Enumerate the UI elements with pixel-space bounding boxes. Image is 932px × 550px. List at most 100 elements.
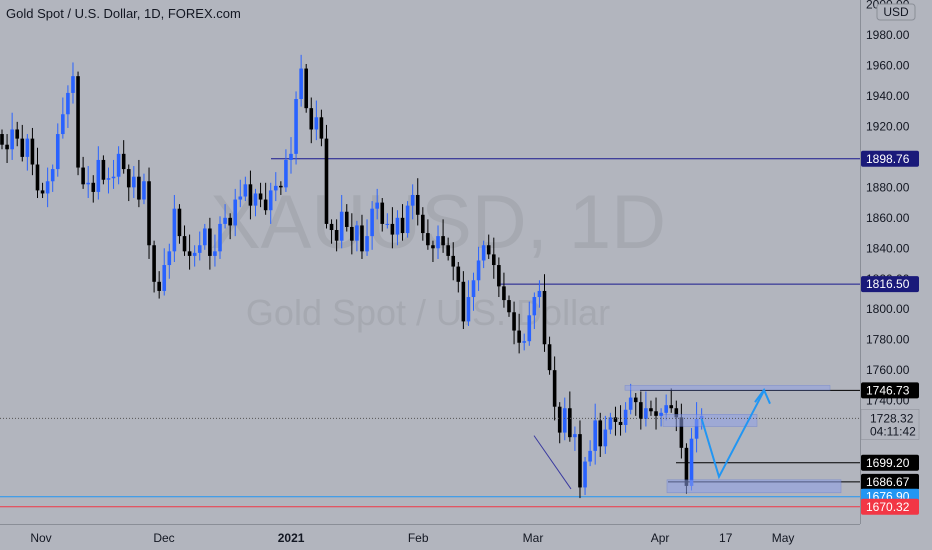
time-axis[interactable]: Nov Dec 2021 Feb Mar Apr 17 May xyxy=(30,531,794,545)
candle xyxy=(197,231,202,261)
candle xyxy=(441,219,445,253)
candle xyxy=(223,204,227,229)
candle-body xyxy=(613,417,618,422)
candle-body xyxy=(507,300,511,313)
candle xyxy=(71,62,75,104)
candle xyxy=(639,391,643,430)
level-label-bg xyxy=(861,150,919,167)
candle-body xyxy=(5,144,9,150)
candle-body xyxy=(659,412,663,416)
candle xyxy=(203,223,207,250)
candle xyxy=(461,271,466,330)
currency-button-frame[interactable] xyxy=(876,3,916,21)
candle xyxy=(5,134,9,163)
candle xyxy=(182,225,187,256)
candle xyxy=(45,167,50,208)
candle-body xyxy=(456,266,461,282)
candle-body xyxy=(370,208,374,237)
currency-button[interactable]: USD xyxy=(876,3,916,21)
candle xyxy=(61,97,65,139)
candle xyxy=(15,121,20,147)
candle-body xyxy=(446,245,450,256)
projection-arrowhead xyxy=(754,387,771,405)
candle-body xyxy=(238,196,243,200)
candle-body xyxy=(101,159,106,180)
candle-body xyxy=(421,214,425,234)
trend-line xyxy=(533,435,572,490)
candle xyxy=(172,194,177,262)
candle-body xyxy=(502,286,506,301)
candle-body xyxy=(248,184,253,206)
candle xyxy=(679,403,684,459)
candle xyxy=(502,272,506,308)
candle xyxy=(147,167,151,259)
candle xyxy=(360,214,364,259)
candle xyxy=(167,243,172,279)
candle-body xyxy=(441,236,445,246)
candle-body xyxy=(81,167,85,185)
candle xyxy=(0,129,4,150)
x-tick-label: Feb xyxy=(408,531,429,545)
candle-body xyxy=(344,211,349,227)
x-tick-label: 2021 xyxy=(278,531,305,545)
candle xyxy=(304,63,308,113)
candle xyxy=(532,292,537,330)
candle xyxy=(598,412,603,457)
x-tick-label: 17 xyxy=(719,531,733,545)
candle-body xyxy=(578,434,582,488)
candle-body xyxy=(512,312,516,331)
candles xyxy=(0,54,704,499)
candle xyxy=(35,147,40,199)
candle xyxy=(522,333,527,351)
candle-body xyxy=(527,315,532,342)
candle-body xyxy=(61,114,65,135)
level-label-text: 1746.73 xyxy=(866,383,910,397)
candle xyxy=(547,336,552,375)
candle-body xyxy=(40,190,45,194)
candle-body xyxy=(557,406,562,433)
candle xyxy=(111,159,116,189)
candle-body xyxy=(471,280,476,298)
y-tick-label: 1840.00 xyxy=(866,241,910,255)
candle-body xyxy=(461,281,466,322)
candle-body xyxy=(476,260,481,281)
candle xyxy=(233,188,238,237)
candle xyxy=(456,262,461,293)
candle-body xyxy=(649,408,653,412)
x-tick-label: Apr xyxy=(651,531,670,545)
level-label: 1686.67 xyxy=(861,473,919,490)
candle xyxy=(263,182,268,215)
candle xyxy=(142,173,146,205)
candle xyxy=(537,280,542,308)
candle xyxy=(527,301,532,346)
candle xyxy=(334,219,339,252)
candle-body xyxy=(152,245,156,282)
candle xyxy=(20,124,25,162)
candle xyxy=(497,257,501,298)
candle-body xyxy=(263,199,268,211)
currency-button-label[interactable]: USD xyxy=(883,5,909,19)
candle-body xyxy=(355,225,359,241)
candle xyxy=(101,155,106,185)
candle xyxy=(253,188,258,217)
candle xyxy=(390,207,395,249)
level-label: 1746.73 xyxy=(861,382,919,399)
candle-body xyxy=(182,236,187,252)
candle-body xyxy=(583,461,587,488)
candle-body xyxy=(268,190,273,211)
x-tick-label: May xyxy=(772,531,795,545)
candle-body xyxy=(213,251,217,256)
candle-body xyxy=(654,411,658,416)
candle-body xyxy=(86,182,90,185)
candle-body xyxy=(598,420,603,447)
candle-body xyxy=(111,176,116,179)
candle xyxy=(552,356,557,421)
candle xyxy=(91,175,96,203)
candle xyxy=(421,207,425,241)
candle-body xyxy=(228,217,232,226)
candle xyxy=(76,71,80,176)
candle-body xyxy=(279,185,283,188)
y-tick-label: 1880.00 xyxy=(866,180,910,194)
